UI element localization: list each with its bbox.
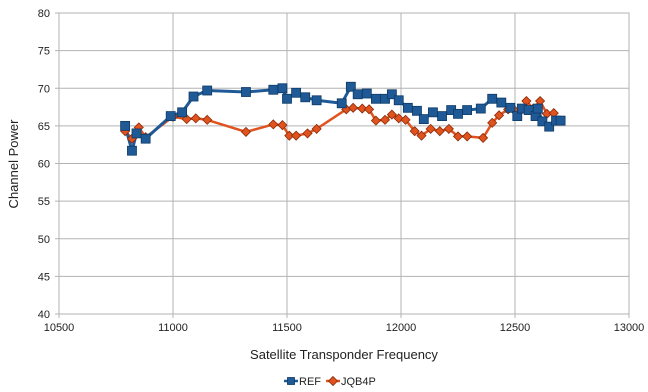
series-markers	[120, 81, 566, 156]
data-point-ref	[336, 98, 347, 109]
data-point-jqb4p	[462, 131, 473, 142]
data-point-ref	[177, 107, 188, 118]
data-point-jqb4p	[443, 123, 454, 134]
data-point-ref	[188, 91, 199, 102]
data-point-ref	[131, 128, 142, 139]
y-tick-label: 65	[38, 121, 50, 133]
legend-label-jqb4p: JQB4P	[341, 376, 376, 388]
data-point-ref	[140, 133, 151, 144]
data-point-ref	[202, 85, 213, 96]
legend-item-jqb4p: JQB4P	[326, 375, 376, 388]
y-tick-label: 50	[38, 234, 50, 246]
data-point-ref	[437, 111, 447, 121]
x-tick-label: 13000	[614, 322, 645, 334]
data-point-ref	[537, 116, 548, 127]
data-point-jqb4p	[386, 109, 397, 120]
data-point-ref	[532, 103, 543, 114]
data-point-ref	[462, 105, 473, 115]
data-point-jqb4p	[240, 126, 252, 137]
data-point-jqb4p	[425, 123, 436, 134]
data-point-ref	[487, 93, 498, 104]
data-point-ref	[371, 93, 381, 104]
y-tick-label: 55	[38, 196, 50, 208]
series-points-ref	[120, 81, 566, 156]
y-axis-ticks: 40 45 50 55 60 65 70 75 80	[38, 8, 59, 321]
data-point-jqb4p	[190, 113, 201, 124]
y-tick-label: 80	[38, 8, 50, 20]
data-point-ref	[345, 81, 356, 92]
data-point-jqb4p	[370, 115, 381, 126]
y-tick-label: 70	[38, 83, 50, 95]
legend-marker-ref	[287, 377, 295, 385]
y-tick-label: 75	[38, 46, 50, 58]
data-point-jqb4p	[452, 131, 464, 142]
data-point-ref	[418, 114, 429, 125]
data-point-jqb4p	[409, 126, 420, 137]
x-tick-label: 11000	[158, 322, 188, 334]
data-point-ref	[127, 145, 137, 156]
x-tick-label: 12000	[386, 322, 417, 334]
data-point-ref	[241, 87, 251, 97]
data-point-ref	[311, 95, 322, 106]
data-point-jqb4p	[416, 130, 427, 141]
data-point-jqb4p	[311, 123, 322, 134]
data-point-jqb4p	[348, 102, 359, 113]
data-point-ref	[268, 84, 279, 95]
data-point-ref	[496, 97, 507, 108]
data-point-jqb4p	[364, 104, 375, 115]
x-axis-ticks: 10500 11000 11500 12000 12500 13000	[44, 314, 645, 334]
data-point-jqb4p	[478, 132, 489, 143]
data-point-jqb4p	[277, 120, 288, 131]
data-point-ref	[393, 95, 404, 106]
data-point-jqb4p	[400, 114, 411, 125]
data-point-jqb4p	[268, 119, 279, 130]
data-point-jqb4p	[487, 117, 498, 128]
data-point-ref	[428, 107, 438, 118]
x-tick-label: 10500	[44, 322, 75, 334]
data-point-jqb4p	[357, 103, 368, 114]
x-tick-label: 12500	[500, 322, 531, 334]
y-axis-title: Channel Power	[6, 119, 21, 209]
data-point-ref	[277, 83, 288, 94]
data-point-jqb4p	[379, 114, 391, 125]
data-point-ref	[402, 102, 413, 113]
data-point-jqb4p	[302, 128, 313, 139]
legend: REF JQB4P	[284, 375, 376, 388]
data-point-jqb4p	[202, 114, 213, 125]
data-point-ref	[352, 89, 363, 100]
legend-marker-jqb4p	[327, 375, 339, 387]
x-axis-title: Satellite Transponder Frequency	[250, 347, 438, 362]
data-point-jqb4p	[434, 126, 445, 137]
legend-item-ref: REF	[284, 376, 321, 388]
y-tick-label: 60	[38, 159, 50, 171]
data-point-ref	[386, 89, 397, 100]
data-point-jqb4p	[393, 113, 404, 124]
data-point-ref	[555, 115, 566, 126]
legend-label-ref: REF	[299, 376, 321, 388]
data-point-ref	[291, 87, 302, 98]
x-tick-label: 11500	[272, 322, 302, 334]
data-point-ref	[453, 108, 463, 119]
data-point-ref	[505, 102, 516, 113]
data-point-ref	[544, 121, 555, 132]
data-point-jqb4p	[284, 130, 295, 141]
data-point-ref	[165, 111, 176, 121]
data-point-ref	[412, 105, 422, 116]
data-point-ref	[475, 103, 486, 114]
y-tick-label: 45	[38, 271, 50, 283]
data-point-ref	[361, 88, 372, 99]
data-point-jqb4p	[291, 130, 302, 141]
data-point-jqb4p	[493, 110, 505, 121]
data-point-ref	[300, 92, 311, 103]
data-point-ref	[282, 93, 292, 104]
y-tick-label: 40	[38, 309, 50, 321]
data-point-ref	[120, 120, 131, 131]
